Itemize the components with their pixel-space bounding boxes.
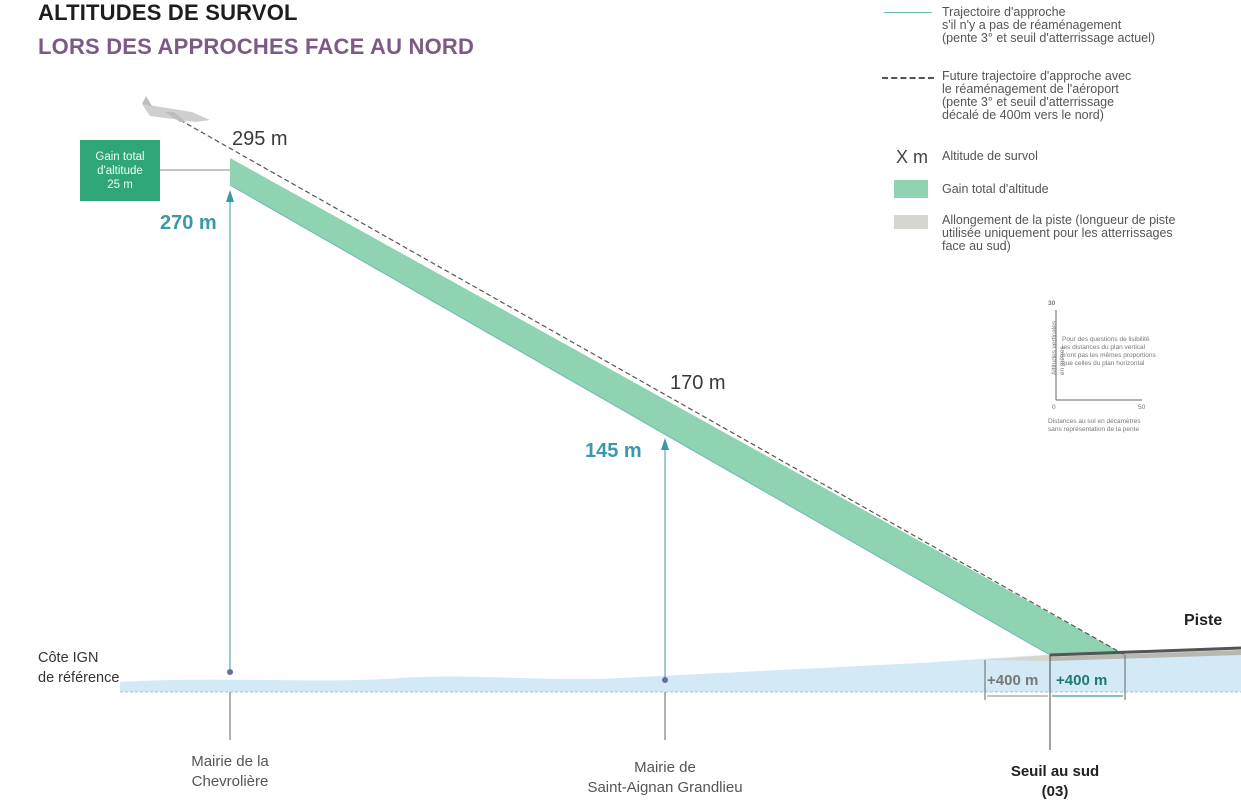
altitude-symbol: X m (896, 147, 929, 167)
scale-inset: 30 Altitudes verticales en mètres Pour d… (1042, 300, 1192, 440)
runway-surface (1050, 650, 1241, 661)
dashed-line-icon (882, 77, 934, 79)
runway-line (1049, 646, 1241, 657)
legend-future-path-text: Future trajectoire d'approche avec le ré… (942, 69, 1132, 122)
threshold-label: Seuil au sud (03) (1010, 763, 1100, 800)
inset-x-min: 0 (1052, 404, 1056, 411)
legend-runway-extension-text: Allongement de la piste (longueur de pis… (942, 213, 1176, 253)
legend-gain-text: Gain total d'altitude (942, 182, 1049, 196)
teal-line-icon (884, 12, 932, 13)
extension-label-right: +400 m (1056, 672, 1108, 689)
altitude-current-saint-aignan: 145 m (585, 440, 642, 462)
grey-swatch-icon (894, 215, 928, 229)
altitude-current-chevroliere: 270 m (160, 212, 217, 234)
arrow-up-icon (661, 438, 669, 450)
ground-strip (120, 650, 1241, 692)
town-marker-chevroliere (227, 669, 233, 675)
airplane-icon (142, 96, 210, 122)
altitude-future-saint-aignan: 170 m (670, 372, 726, 394)
runway-label: Piste (1184, 612, 1223, 629)
inset-x-caption: Distances au sol en décamètres sans repr… (1048, 418, 1141, 433)
arrow-up-icon (226, 190, 234, 202)
inset-y-max: 30 (1048, 300, 1056, 307)
ground-reference-label: Côte IGN de référence (38, 650, 120, 686)
legend-current-path-text: Trajectoire d'approche s'il n'y a pas de… (942, 5, 1156, 45)
inset-x-max: 50 (1138, 404, 1146, 411)
town-label-saint-aignan: Mairie de Saint-Aignan Grandlieu (587, 759, 743, 796)
extension-label-left: +400 m (987, 672, 1039, 689)
altitude-future-chevroliere: 295 m (232, 128, 288, 150)
gain-band (230, 158, 1125, 655)
future-path-line (179, 119, 1126, 656)
inset-note: Pour des questions de lisibilité les dis… (1062, 336, 1156, 367)
green-swatch-icon (894, 180, 928, 198)
town-label-chevroliere: Mairie de la Chevrolière (191, 753, 269, 790)
title-line-1: ALTITUDES DE SURVOL (38, 0, 298, 25)
town-marker-saint-aignan (662, 677, 668, 683)
title-line-2: LORS DES APPROCHES FACE AU NORD (38, 34, 475, 59)
gain-total-box: Gain total d'altitude 25 m (80, 140, 160, 201)
current-path-line (229, 184, 1051, 656)
legend-altitude-text: Altitude de survol (942, 149, 1038, 163)
